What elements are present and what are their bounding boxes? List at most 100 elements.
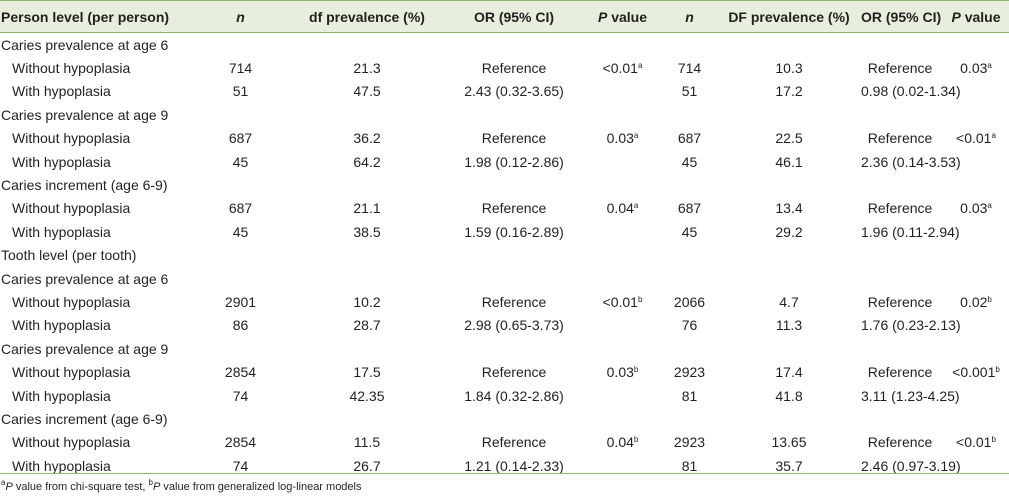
section-row: Caries prevalence at age 6	[0, 33, 1009, 57]
cell-n-2: 81	[681, 387, 698, 404]
cell-n: 687	[228, 130, 253, 147]
row-label: Without hypoplasia	[12, 364, 131, 381]
row-label: With hypoplasia	[12, 317, 111, 334]
cell-df-prevalence: 11.5	[353, 434, 381, 451]
cell-DF-prevalence: 35.7	[775, 457, 803, 474]
cell-df-prevalence: 36.2	[353, 130, 381, 147]
cell-n: 2901	[224, 293, 257, 310]
p-value-footnote-mark: b	[987, 294, 992, 304]
cell-n-2: 687	[677, 130, 702, 147]
header-p2-italic: P	[951, 8, 961, 25]
header-p-value-2: P value	[943, 0, 1009, 33]
row-label: With hypoplasia	[12, 153, 111, 170]
cell-or: Reference	[481, 60, 547, 77]
p-value-text: 0.03	[606, 364, 634, 381]
cell-or-2: 0.98 (0.02-1.34)	[861, 83, 961, 100]
cell-n: 74	[232, 457, 249, 474]
cell-df-prevalence: 64.2	[353, 153, 381, 170]
p-value-text: <0.01	[956, 130, 992, 147]
p-value-footnote-mark: b	[995, 365, 1000, 375]
table-row: With hypoplasia 74 26.7 1.21 (0.14-2.33) 81 3…	[0, 454, 1009, 477]
p-value-text: <0.001	[952, 364, 996, 381]
bottom-rule	[0, 473, 1009, 474]
p-value-footnote-mark: b	[633, 435, 639, 445]
table-row: With hypoplasia 45 64.2 1.98 (0.12-2.86) 45 4…	[0, 150, 1009, 173]
table-row: With hypoplasia 86 28.7 2.98 (0.65-3.73) 76 1…	[0, 314, 1009, 337]
section-row: Caries increment (age 6-9)	[0, 173, 1009, 196]
cell-p-value-2: <0.01b	[943, 431, 1009, 454]
cell-DF-prevalence: 29.2	[775, 223, 803, 240]
cell-df-prevalence: 42.35	[349, 387, 385, 404]
header-n: n	[188, 0, 293, 33]
header-person-level: Person level (per person)	[0, 0, 188, 33]
row-label: With hypoplasia	[12, 83, 111, 100]
footnote: aP value from chi-square test, bP value …	[1, 478, 362, 494]
row-label: With hypoplasia	[12, 457, 111, 474]
cell-or-2: 1.96 (0.11-2.94)	[861, 223, 960, 240]
row-label: Without hypoplasia	[12, 130, 131, 147]
p-value-text: <0.01	[956, 434, 992, 451]
cell-DF-prevalence: 4.7	[779, 293, 799, 310]
cell-or-2: 2.46 (0.97-3.19)	[861, 457, 961, 474]
cell-DF-prevalence: 17.4	[775, 364, 803, 381]
cell-n-2: 687	[677, 200, 702, 217]
cell-n-2: 76	[681, 317, 698, 334]
cell-p-value-2: 0.03a	[943, 197, 1009, 220]
section-row: Caries prevalence at age 9	[0, 103, 1009, 126]
cell-n: 2854	[224, 434, 257, 451]
p-value-text: 0.03	[960, 200, 988, 217]
header-p-italic: P	[597, 8, 608, 25]
footnote-a-text: value from chi-square test,	[12, 481, 149, 493]
cell-p-value: 0.04b	[587, 431, 658, 454]
section-label: Tooth level (per tooth)	[1, 247, 137, 264]
cell-or-2: Reference	[867, 130, 933, 147]
cell-or: 2.98 (0.65-3.73)	[464, 317, 564, 334]
p-value-footnote-mark: a	[633, 131, 639, 141]
row-label: Without hypoplasia	[12, 293, 131, 310]
cell-DF-prevalence: 46.1	[775, 153, 803, 170]
p-value-footnote-mark: a	[633, 201, 639, 211]
p-value-text: 0.02	[960, 293, 988, 310]
results-table: Person level (per person) n df prevalenc…	[0, 0, 1009, 478]
cell-n-2: 45	[681, 153, 698, 170]
p-value-text: 0.03	[606, 130, 634, 147]
header-or-2: OR (95% CI)	[857, 0, 943, 33]
p-value-text: 0.04	[606, 434, 634, 451]
cell-p-value: <0.01b	[587, 290, 658, 313]
cell-df-prevalence: 38.5	[353, 223, 381, 240]
row-label: Without hypoplasia	[12, 60, 131, 77]
cell-p-value: 0.03a	[587, 127, 658, 150]
header-p-rest: value	[607, 8, 648, 25]
section-label: Caries prevalence at age 6	[1, 36, 169, 53]
cell-p-value: 0.03b	[587, 360, 658, 383]
cell-or: 1.21 (0.14-2.33)	[464, 457, 564, 474]
header-or: OR (95% CI)	[441, 0, 587, 33]
header-df-prevalence: df prevalence (%)	[293, 0, 441, 33]
cell-or: Reference	[481, 130, 547, 147]
cell-n-2: 2066	[673, 293, 706, 310]
row-label: With hypoplasia	[12, 223, 111, 240]
table-body: Caries prevalence at age 6 Without hypopl…	[0, 33, 1009, 478]
section-row: Caries increment (age 6-9)	[0, 407, 1009, 430]
cell-p-value: <0.01a	[587, 56, 658, 79]
p-value-footnote-mark: b	[637, 294, 643, 304]
header-DF-prevalence: DF prevalence (%)	[721, 0, 857, 33]
cell-DF-prevalence: 17.2	[775, 83, 803, 100]
table-row: Without hypoplasia 687 36.2 Reference 0.03a 6…	[0, 127, 1009, 150]
cell-p-value	[587, 314, 658, 337]
cell-p-value	[587, 384, 658, 407]
section-label: Caries increment (age 6-9)	[1, 177, 168, 194]
cell-p-value-2: 0.03a	[943, 56, 1009, 79]
cell-or: Reference	[481, 200, 547, 217]
cell-or-2: 2.36 (0.14-3.53)	[861, 153, 961, 170]
table-row: Without hypoplasia 714 21.3 Reference <0.01a…	[0, 56, 1009, 79]
footnote-b-p: P	[152, 481, 161, 493]
cell-DF-prevalence: 13.4	[775, 200, 803, 217]
footnote-b-sup: b	[148, 478, 153, 487]
p-value-footnote-mark: a	[987, 201, 992, 211]
cell-or: Reference	[481, 364, 547, 381]
table-row: Without hypoplasia 687 21.1 Reference 0.04a 6…	[0, 197, 1009, 220]
cell-n: 51	[232, 83, 249, 100]
cell-or-2: Reference	[867, 364, 933, 381]
